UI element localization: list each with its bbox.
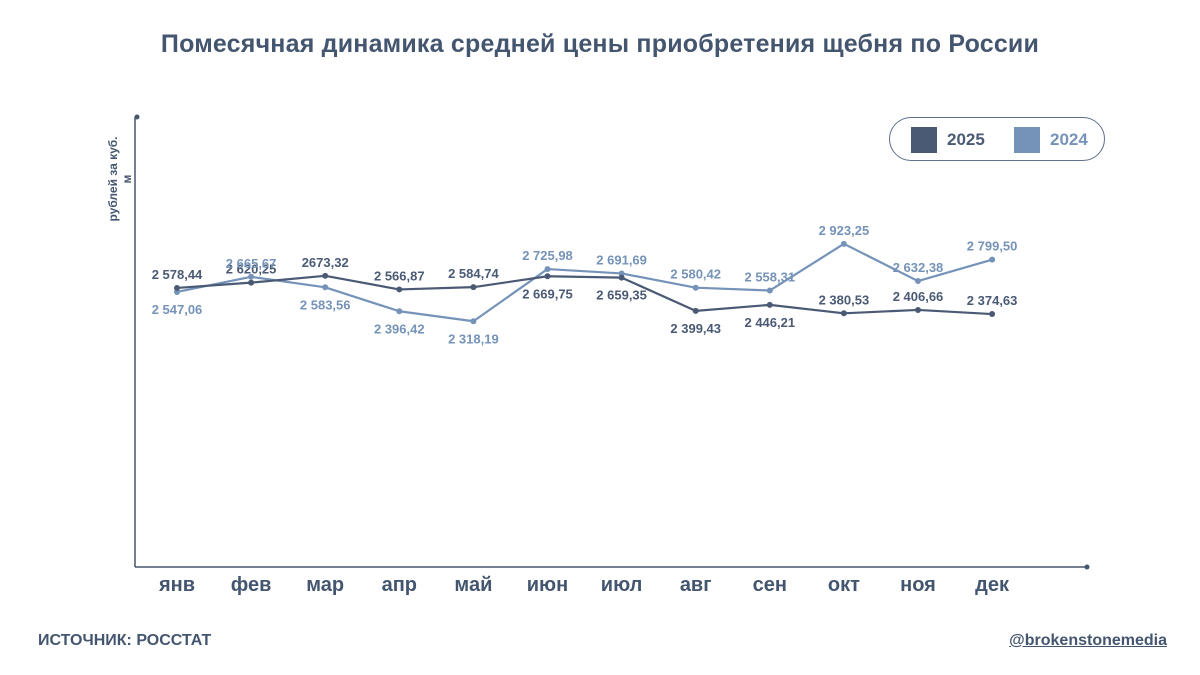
x-tick-label: июн: [527, 574, 568, 596]
data-label-2025: 2 374,63: [967, 293, 1018, 308]
legend-item-2024: 2024: [1014, 127, 1088, 153]
data-point-2025: [248, 279, 255, 286]
series-line-2024: [176, 242, 993, 323]
data-point-2024: [840, 240, 847, 247]
legend-label-2024: 2024: [1050, 130, 1088, 149]
x-tick-label: окт: [828, 574, 860, 596]
data-point-2025: [470, 284, 477, 291]
data-label-2024: 2 923,25: [819, 223, 870, 238]
legend-item-2025: 2025: [911, 127, 985, 153]
data-point-2024: [248, 273, 255, 280]
data-label-2025: 2673,32: [302, 255, 349, 270]
x-tick-label: июл: [601, 574, 643, 596]
data-point-2025: [989, 311, 996, 318]
data-label-2025: 2 399,43: [670, 321, 721, 336]
data-label-2024: 2 799,50: [967, 239, 1018, 254]
data-label-2024: 2 691,69: [596, 252, 647, 267]
data-label-2025: 2 578,44: [152, 267, 203, 282]
data-point-2024: [618, 270, 625, 277]
y-axis-end-dot: [134, 114, 140, 120]
legend-swatch-2024: [1014, 127, 1040, 153]
data-point-2024: [544, 266, 551, 273]
data-point-2025: [544, 273, 551, 280]
legend-swatch-2025: [911, 127, 937, 153]
chart-title: Помесячная динамика средней цены приобре…: [160, 30, 1040, 58]
x-tick-label: апр: [382, 574, 417, 596]
data-point-2024: [692, 284, 699, 291]
data-label-2025: 2 584,74: [448, 266, 499, 281]
series-line-2025: [176, 274, 993, 316]
data-point-2024: [915, 278, 921, 285]
data-point-2025: [915, 306, 921, 313]
legend-label-2025: 2025: [947, 130, 985, 149]
x-tick-label: янв: [158, 574, 195, 596]
x-axis-end-dot: [1084, 564, 1090, 570]
data-point-2025: [174, 284, 180, 291]
x-tick-label: ноя: [900, 574, 936, 596]
data-label-2024: 2 665,67: [226, 256, 277, 271]
data-point-2024: [396, 308, 403, 315]
data-label-2024: 2 396,42: [374, 321, 425, 336]
data-point-2025: [840, 310, 847, 317]
data-point-2024: [766, 287, 773, 294]
data-label-2024: 2 725,98: [522, 248, 573, 263]
source-label: ИСТОЧНИК: РОССТАТ: [38, 632, 212, 649]
data-label-2024: 2 318,19: [448, 331, 499, 346]
data-label-2025: 2 669,75: [522, 286, 573, 301]
social-handle-link[interactable]: @brokenstonemedia: [1009, 632, 1167, 649]
data-point-2025: [618, 274, 625, 281]
data-label-2024: 2 558,31: [744, 270, 795, 285]
data-point-2025: [396, 286, 403, 293]
chart-legend: 2025 2024: [889, 117, 1105, 161]
x-tick-label: авг: [680, 574, 712, 596]
data-label-2025: 2 380,53: [819, 292, 870, 307]
data-label-2025: 2 446,21: [744, 315, 795, 330]
data-label-2025: 2 406,66: [893, 289, 944, 304]
data-label-2024: 2 583,56: [300, 297, 351, 312]
data-label-2024: 2 580,42: [670, 267, 721, 282]
data-point-2025: [766, 301, 773, 308]
data-label-2025: 2 620,25: [226, 262, 277, 277]
x-tick-label: дек: [975, 574, 1010, 596]
data-point-2025: [692, 307, 699, 314]
x-tick-label: мар: [306, 574, 344, 596]
data-point-2024: [470, 318, 477, 325]
data-label-2024: 2 632,38: [893, 260, 944, 275]
data-label-2025: 2 566,87: [374, 268, 425, 283]
x-tick-label: фев: [231, 574, 272, 596]
data-label-2025: 2 659,35: [596, 288, 647, 303]
data-point-2024: [322, 284, 329, 291]
x-tick-label: сен: [753, 574, 787, 596]
data-point-2025: [322, 272, 329, 279]
x-tick-label: май: [454, 574, 492, 596]
data-label-2024: 2 547,06: [152, 302, 203, 317]
data-point-2024: [989, 256, 996, 263]
